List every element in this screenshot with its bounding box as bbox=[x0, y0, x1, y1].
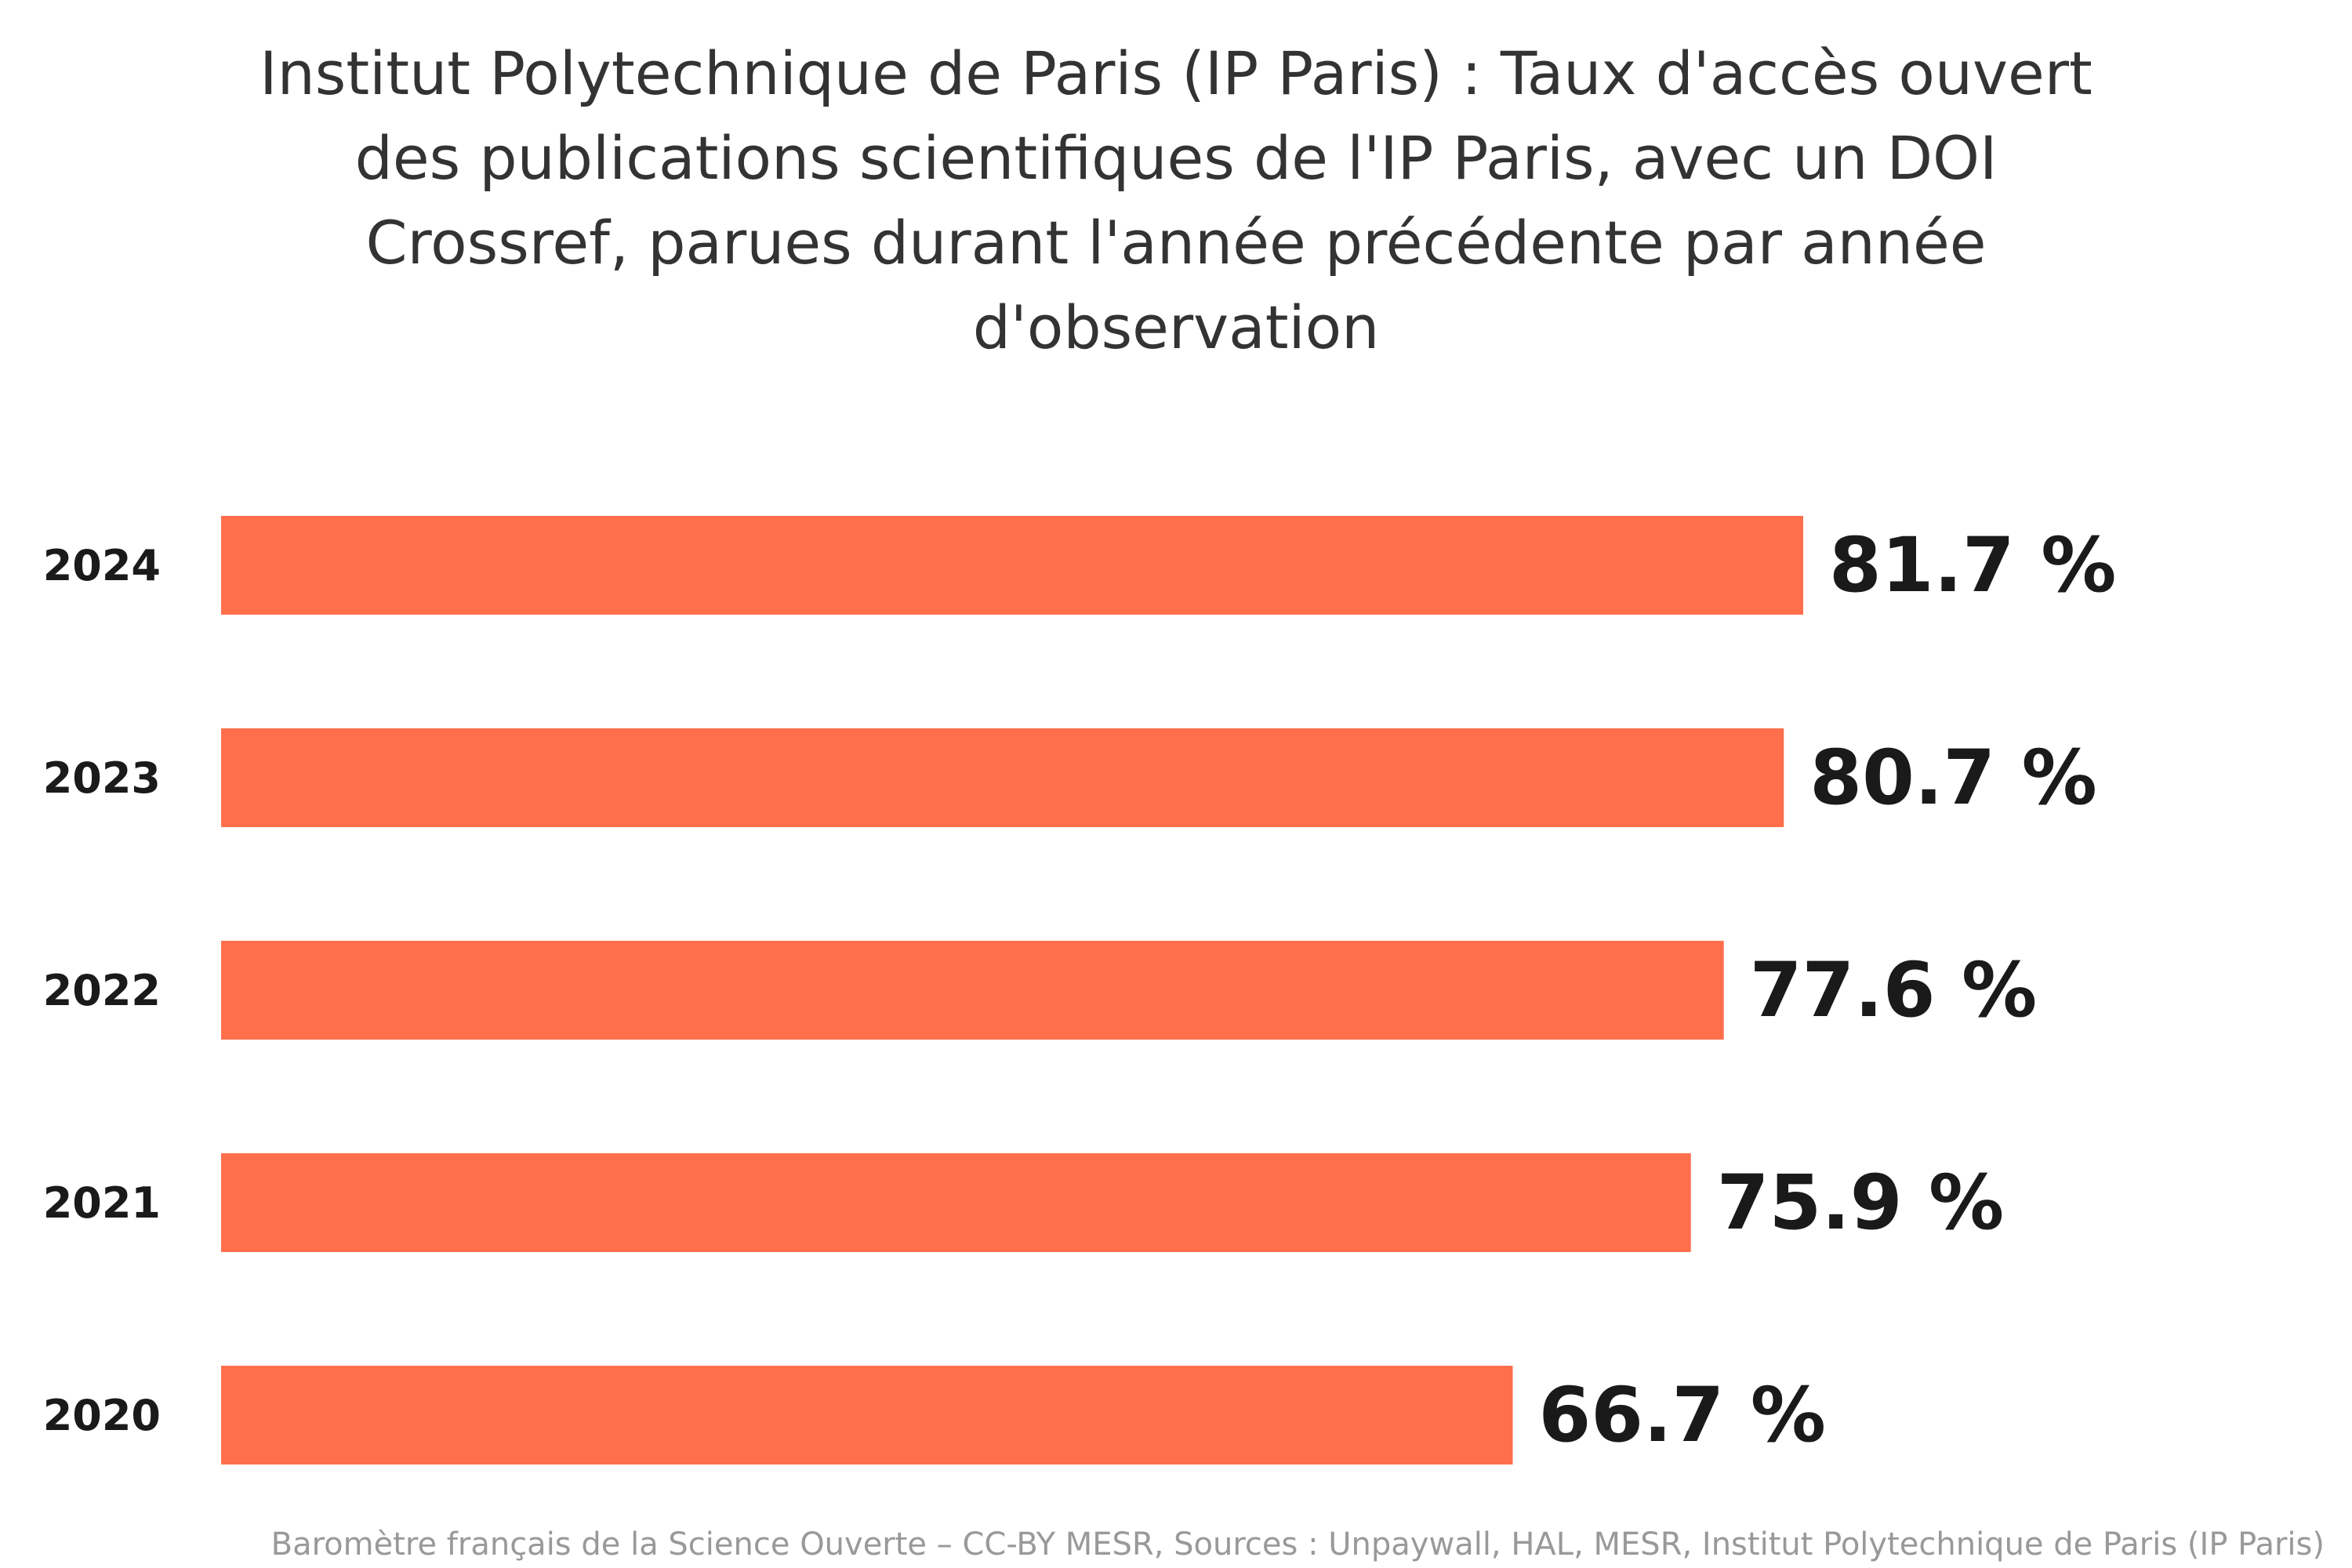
bar-2024 bbox=[221, 516, 1803, 615]
source-footer: Baromètre français de la Science Ouverte… bbox=[271, 1526, 2325, 1563]
data-label-2024: 81.7 % bbox=[1829, 521, 2116, 609]
category-label-2023: 2023 bbox=[43, 753, 161, 803]
chart-title-line: Crossref, parues durant l'année précéden… bbox=[365, 208, 1986, 278]
data-label-2021: 75.9 % bbox=[1717, 1159, 2004, 1247]
data-labels: 81.7 % 80.7 % 77.6 % 75.9 % 66.7 % bbox=[1538, 521, 2116, 1459]
data-label-2020: 66.7 % bbox=[1538, 1371, 1825, 1459]
category-label-2020: 2020 bbox=[43, 1391, 161, 1440]
bars bbox=[221, 516, 1803, 1465]
bar-2022 bbox=[221, 941, 1724, 1040]
category-label-2024: 2024 bbox=[43, 541, 161, 590]
category-label-2022: 2022 bbox=[43, 966, 161, 1015]
bar-2021 bbox=[221, 1153, 1691, 1252]
category-labels: 2024 2023 2022 2021 2020 bbox=[43, 541, 161, 1440]
category-label-2021: 2021 bbox=[43, 1178, 161, 1228]
chart-title-line: Institut Polytechnique de Paris (IP Pari… bbox=[260, 38, 2092, 108]
data-label-2023: 80.7 % bbox=[1809, 734, 2096, 822]
chart-title: Institut Polytechnique de Paris (IP Pari… bbox=[260, 38, 2092, 362]
chart-title-line: des publications scientifiques de l'IP P… bbox=[355, 123, 1998, 193]
chart-title-line: d'observation bbox=[973, 292, 1380, 362]
bar-2023 bbox=[221, 728, 1784, 827]
data-label-2022: 77.6 % bbox=[1750, 946, 2037, 1034]
bar-2020 bbox=[221, 1366, 1513, 1465]
